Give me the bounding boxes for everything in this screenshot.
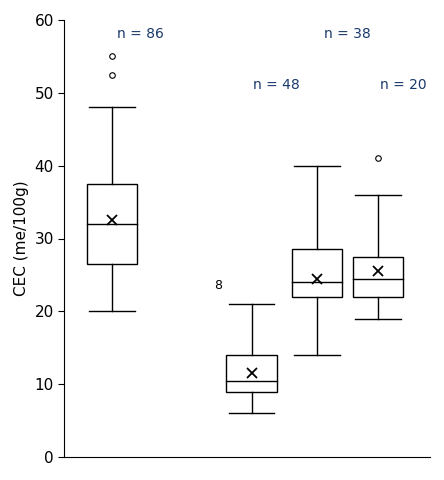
Bar [292,250,342,297]
Text: n = 38: n = 38 [324,27,371,41]
Bar [226,355,277,392]
Bar [353,257,403,297]
Y-axis label: CEC (me/100g): CEC (me/100g) [14,180,29,296]
Text: n = 20: n = 20 [380,78,426,92]
Text: n = 86: n = 86 [116,27,163,41]
Bar [87,184,137,264]
Text: 8: 8 [214,279,222,292]
Text: n = 48: n = 48 [253,78,300,92]
